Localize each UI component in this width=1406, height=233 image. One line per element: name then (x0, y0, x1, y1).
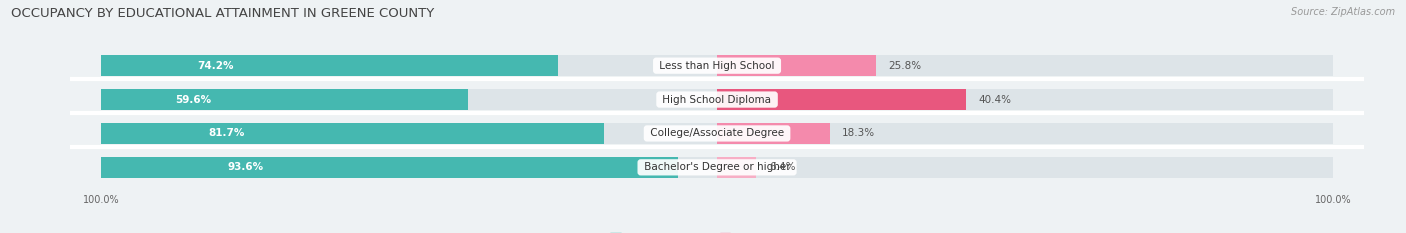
Text: 93.6%: 93.6% (228, 162, 263, 172)
Text: Bachelor's Degree or higher: Bachelor's Degree or higher (641, 162, 793, 172)
Text: Source: ZipAtlas.com: Source: ZipAtlas.com (1291, 7, 1395, 17)
Text: High School Diploma: High School Diploma (659, 95, 775, 105)
Text: 40.4%: 40.4% (979, 95, 1011, 105)
Bar (101, 123, 1333, 144)
Bar (717, 89, 966, 110)
Bar (101, 55, 1333, 76)
Bar (717, 55, 876, 76)
Text: 74.2%: 74.2% (197, 61, 233, 71)
Bar (101, 55, 558, 76)
Text: 25.8%: 25.8% (889, 61, 921, 71)
Text: Less than High School: Less than High School (657, 61, 778, 71)
Text: College/Associate Degree: College/Associate Degree (647, 128, 787, 138)
Bar (717, 123, 830, 144)
Text: 59.6%: 59.6% (174, 95, 211, 105)
Bar (101, 123, 605, 144)
Text: 18.3%: 18.3% (842, 128, 875, 138)
Bar (101, 157, 1333, 178)
Bar (101, 89, 468, 110)
Bar (717, 157, 756, 178)
Text: OCCUPANCY BY EDUCATIONAL ATTAINMENT IN GREENE COUNTY: OCCUPANCY BY EDUCATIONAL ATTAINMENT IN G… (11, 7, 434, 20)
Text: 81.7%: 81.7% (208, 128, 245, 138)
Text: 6.4%: 6.4% (769, 162, 796, 172)
Bar (101, 89, 1333, 110)
Bar (101, 157, 678, 178)
